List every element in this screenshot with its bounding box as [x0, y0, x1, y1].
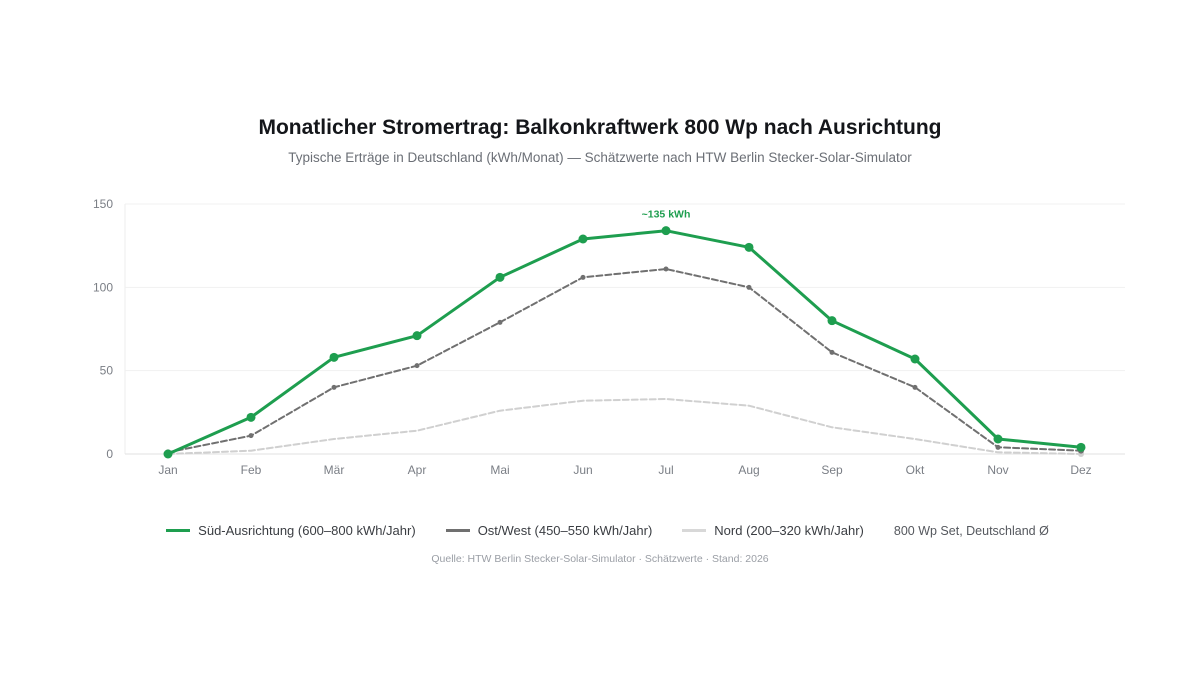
x-tick-label: Feb: [241, 463, 262, 477]
data-point[interactable]: [414, 363, 420, 369]
y-tick-label: 100: [93, 280, 113, 294]
data-point[interactable]: [827, 316, 837, 326]
data-point[interactable]: [578, 234, 588, 244]
y-tick-label: 50: [100, 364, 114, 378]
x-tick-label: Jun: [573, 463, 592, 477]
x-tick-label: Nov: [987, 463, 1008, 477]
data-point[interactable]: [248, 433, 254, 439]
data-point[interactable]: [995, 444, 1001, 450]
peak-annotation: ~135 kWh: [642, 209, 691, 221]
legend-item-nord[interactable]: Nord (200–320 kWh/Jahr): [682, 523, 864, 538]
data-point[interactable]: [329, 352, 339, 362]
data-point[interactable]: [829, 349, 835, 355]
legend-note: 800 Wp Set, Deutschland Ø: [893, 523, 1049, 538]
x-tick-label: Mär: [324, 463, 345, 477]
data-point[interactable]: [912, 384, 918, 390]
source-note: Quelle: HTW Berlin Stecker-Solar-Simulat…: [431, 553, 769, 565]
series-line-0: [166, 229, 1083, 456]
legend: Süd-Ausrichtung (600–800 kWh/Jahr) Ost/W…: [0, 523, 1200, 538]
data-point[interactable]: [331, 384, 337, 390]
data-point[interactable]: [663, 266, 669, 272]
data-point[interactable]: [661, 226, 671, 236]
data-point[interactable]: [910, 354, 920, 364]
x-tick-label: Okt: [906, 463, 925, 477]
line-chart: 0 50 100 150 Jan Feb Mär Apr Mai Jun Jul Aug Sep Okt N…: [93, 197, 1125, 477]
grid-layer: [124, 203, 1125, 455]
series-layer: [163, 226, 1086, 459]
y-tick-label: 150: [93, 197, 113, 211]
data-point[interactable]: [246, 412, 256, 422]
data-point[interactable]: [746, 284, 752, 290]
legend-swatch-ost-west: [445, 529, 470, 532]
data-point[interactable]: [1076, 442, 1086, 452]
legend-item-ost-west[interactable]: Ost/West (450–550 kWh/Jahr): [445, 523, 653, 538]
x-tick-label: Dez: [1070, 463, 1091, 477]
legend-label-ost-west: Ost/West (450–550 kWh/Jahr): [477, 523, 653, 538]
x-tick-label: Jul: [658, 463, 673, 477]
data-point[interactable]: [993, 434, 1003, 444]
chart-subtitle: Typische Erträge in Deutschland (kWh/Mon…: [288, 150, 912, 165]
data-point[interactable]: [744, 242, 754, 252]
legend-swatch-nord: [682, 529, 707, 532]
x-tick-label: Apr: [408, 463, 427, 477]
legend-item-sued[interactable]: Süd-Ausrichtung (600–800 kWh/Jahr): [166, 523, 416, 538]
legend-label-nord: Nord (200–320 kWh/Jahr): [714, 523, 864, 538]
series-line-2: [167, 398, 1082, 455]
y-tick-label: 0: [106, 447, 113, 461]
data-point[interactable]: [497, 319, 503, 325]
data-point[interactable]: [580, 274, 586, 280]
x-tick-label: Sep: [821, 463, 843, 477]
x-tick-label: Aug: [738, 463, 759, 477]
series-line-1: [167, 268, 1082, 454]
data-point[interactable]: [412, 331, 422, 341]
legend-swatch-sued: [166, 529, 191, 532]
legend-label-sued: Süd-Ausrichtung (600–800 kWh/Jahr): [198, 523, 416, 538]
data-point[interactable]: [495, 272, 505, 282]
data-point[interactable]: [163, 449, 173, 459]
x-tick-label: Jan: [158, 463, 177, 477]
chart-title: Monatlicher Stromertrag: Balkonkraftwerk…: [258, 116, 942, 139]
x-tick-label: Mai: [490, 463, 509, 477]
label-layer: 0 50 100 150 Jan Feb Mär Apr Mai Jun Jul Aug Sep Okt N…: [93, 197, 1092, 477]
